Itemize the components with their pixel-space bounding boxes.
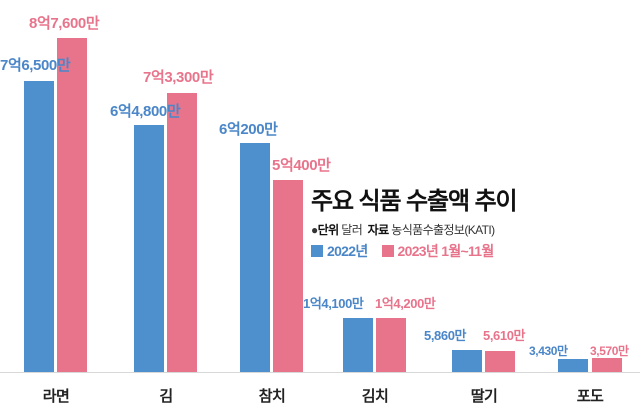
value-label-2023-포도: 3,570만 — [590, 344, 629, 358]
category-label-포도: 포도 — [576, 388, 604, 405]
bar-2023-김치 — [376, 317, 406, 372]
unit-label: 단위 — [317, 222, 339, 237]
bar-2023-라면 — [57, 38, 87, 372]
bar-2023-김 — [167, 92, 197, 372]
legend-label-2023: 2023년 1월~11월 — [397, 242, 495, 259]
legend-item-2022: 2022년 — [311, 244, 368, 258]
category-label-라면: 라면 — [42, 388, 70, 405]
title-block: 주요 식품 수출액 추이 ●단위 달러 자료 농식품수출정보(KATI) 202… — [311, 188, 631, 258]
bar-2022-포도 — [558, 358, 588, 372]
value-label-2023-김치: 1억4,200만 — [375, 296, 436, 311]
value-label-2023-참치: 5억400만 — [272, 157, 331, 174]
category-label-딸기: 딸기 — [470, 388, 498, 405]
chart-legend: 2022년 2023년 1월~11월 — [311, 244, 631, 258]
value-label-2023-라면: 8억7,600만 — [29, 15, 100, 32]
category-label-김: 김 — [159, 388, 173, 405]
category-label-참치: 참치 — [258, 388, 286, 405]
bar-2022-딸기 — [452, 349, 482, 372]
bar-2023-참치 — [273, 179, 303, 372]
bar-2022-라면 — [24, 80, 54, 372]
value-label-2022-포도: 3,430만 — [529, 344, 568, 358]
source-label: 자료 — [367, 222, 389, 237]
baseline-axis — [0, 372, 640, 373]
value-label-2023-딸기: 5,610만 — [483, 328, 526, 343]
value-label-2022-참치: 6억200만 — [219, 121, 278, 138]
bullet-icon: ● — [311, 222, 318, 237]
legend-swatch-icon-2022 — [311, 244, 323, 257]
legend-swatch-icon-2023 — [381, 244, 394, 257]
chart-title: 주요 식품 수출액 추이 — [311, 188, 518, 215]
legend-item-2023: 2023년 1월~11월 — [381, 242, 495, 259]
value-label-2022-김: 6억4,800만 — [110, 103, 181, 120]
value-label-2022-딸기: 5,860만 — [424, 328, 467, 343]
category-label-김치: 김치 — [361, 388, 389, 405]
bar-2023-딸기 — [485, 350, 515, 372]
legend-label-2022: 2022년 — [327, 242, 368, 259]
source-value: 농식품수출정보(KATI) — [391, 222, 495, 237]
bar-2022-참치 — [240, 142, 270, 372]
bar-2022-김 — [134, 125, 164, 372]
unit-value: 달러 — [341, 222, 363, 237]
bar-2022-김치 — [343, 318, 373, 372]
value-label-2022-라면: 7억6,500만 — [0, 57, 71, 74]
value-label-2022-김치: 1억4,100만 — [303, 296, 364, 311]
value-label-2023-김: 7억3,300만 — [143, 69, 214, 86]
bar-2023-포도 — [592, 358, 622, 372]
chart-subtitle: ●단위 달러 자료 농식품수출정보(KATI) — [311, 223, 631, 237]
